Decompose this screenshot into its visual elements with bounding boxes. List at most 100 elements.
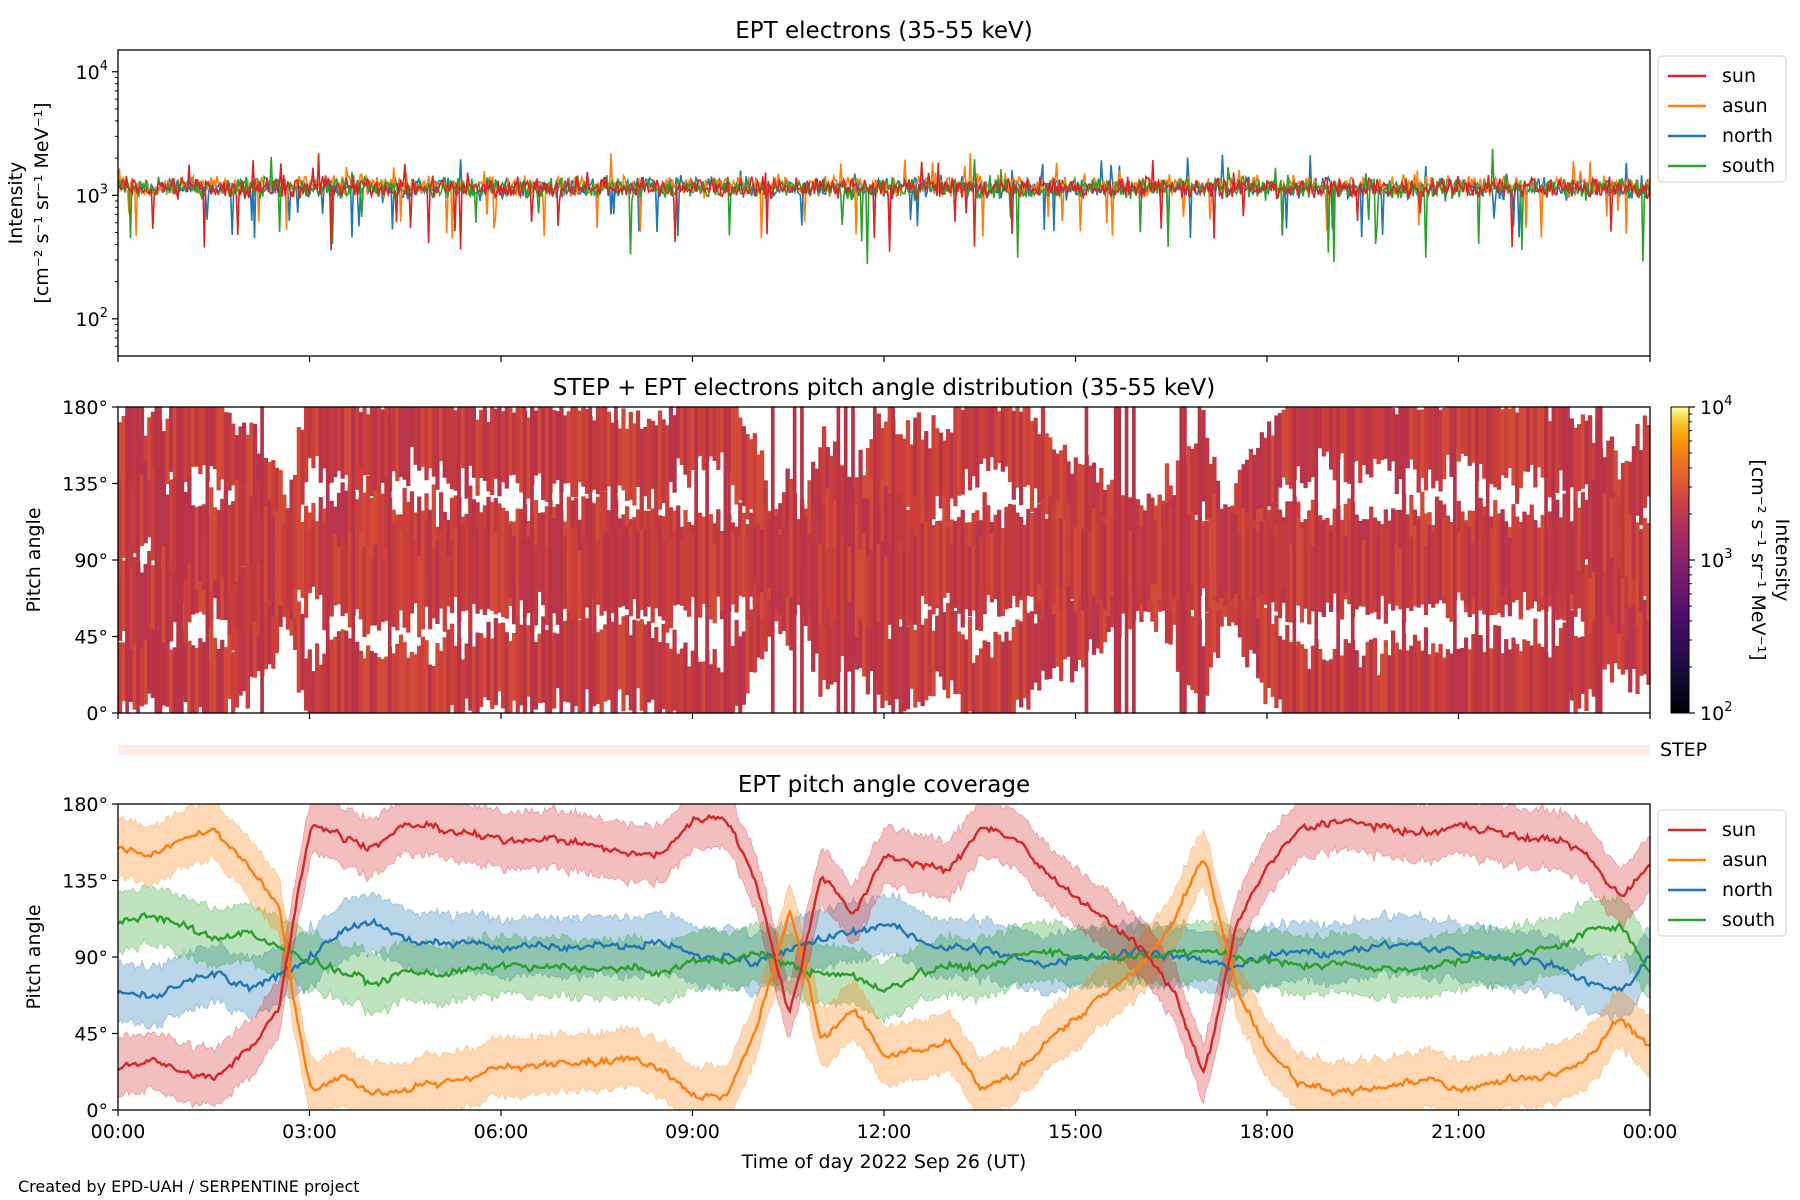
heat-cell xyxy=(617,528,622,608)
heat-cell xyxy=(256,453,261,514)
heat-cell xyxy=(1515,412,1520,504)
heat-cell xyxy=(1460,523,1465,588)
heat-cell xyxy=(1427,654,1432,713)
heat-cell xyxy=(789,563,794,651)
heat-cell xyxy=(1609,497,1615,559)
heat-cell xyxy=(588,407,593,713)
heat-cell xyxy=(1380,653,1385,713)
heat-cell xyxy=(690,533,695,598)
heat-cell xyxy=(628,411,633,500)
heat-cell xyxy=(1252,528,1257,601)
heat-cell xyxy=(201,642,207,713)
heat-cell xyxy=(1361,407,1367,466)
heat-cell xyxy=(1208,605,1213,668)
heat-cell xyxy=(1383,640,1388,713)
heat-cell xyxy=(1511,637,1516,713)
heat-cell xyxy=(376,407,382,494)
heat-cell xyxy=(438,650,444,713)
heat-cell xyxy=(832,499,838,575)
heat-cell xyxy=(887,494,892,566)
heat-cell xyxy=(905,420,911,507)
heat-cell xyxy=(1504,521,1509,588)
heat-cell xyxy=(1562,493,1567,601)
heat-cell xyxy=(1569,418,1574,488)
heat-cell xyxy=(139,407,145,484)
heat-cell xyxy=(1463,637,1469,713)
heat-cell xyxy=(1467,407,1472,466)
heat-cell xyxy=(1339,407,1345,454)
heat-cell xyxy=(267,500,272,600)
heat-cell xyxy=(719,407,725,453)
heat-cell xyxy=(128,553,134,651)
heat-cell xyxy=(1157,499,1162,600)
heat-cell xyxy=(1296,407,1301,467)
xtick-label: 00:00 xyxy=(1623,1121,1678,1143)
heat-cell xyxy=(913,629,918,708)
heat-cell xyxy=(570,407,575,497)
heat-cell xyxy=(1405,407,1410,469)
heat-cell xyxy=(854,563,860,638)
heat-cell xyxy=(1321,659,1326,713)
heat-cell xyxy=(384,547,389,621)
heat-cell xyxy=(1307,668,1312,713)
heat-cell xyxy=(1190,448,1195,540)
heat-cell xyxy=(1277,636,1283,700)
heat-cell xyxy=(537,407,542,474)
heat-cell xyxy=(552,518,557,614)
heat-cell xyxy=(1631,446,1637,532)
heat-cell xyxy=(1314,407,1319,713)
heat-cell xyxy=(1577,637,1582,709)
heat-cell xyxy=(657,410,663,510)
heat-cell xyxy=(242,566,247,634)
heat-cell xyxy=(1059,450,1064,523)
heat-cell xyxy=(1307,539,1312,625)
heat-cell xyxy=(1277,509,1283,619)
heat-cell xyxy=(920,624,925,707)
heat-cell xyxy=(1387,520,1392,603)
heat-cell xyxy=(1055,453,1060,511)
heat-cell xyxy=(420,543,425,630)
heat-cell xyxy=(158,407,162,713)
ytick-label: 90° xyxy=(74,550,108,572)
heat-cell xyxy=(511,632,517,701)
heat-cell xyxy=(468,545,473,634)
step-band xyxy=(118,745,1650,755)
heat-cell xyxy=(446,554,451,607)
heat-cell xyxy=(1358,667,1363,713)
heat-cell xyxy=(190,645,196,713)
heat-cell xyxy=(234,435,239,519)
heat-cell xyxy=(139,572,145,648)
legend-label-asun: asun xyxy=(1722,95,1768,117)
heat-cell xyxy=(333,407,338,478)
heat-cell xyxy=(1639,531,1644,613)
heat-cell xyxy=(1299,407,1305,484)
heat-cell xyxy=(132,557,137,644)
heat-cell xyxy=(209,407,214,467)
heat-cell xyxy=(1478,407,1483,465)
heat-cell xyxy=(749,609,754,672)
heat-cell xyxy=(1416,519,1421,608)
heat-cell xyxy=(1299,644,1305,713)
heat-cell xyxy=(1194,603,1199,694)
heat-cell xyxy=(198,407,203,474)
heat-cell xyxy=(169,479,174,569)
heat-cell xyxy=(322,407,327,469)
heat-cell xyxy=(727,407,731,713)
heat-cell xyxy=(329,639,334,713)
heat-cell xyxy=(431,484,436,569)
ytick-label: 104 xyxy=(76,59,108,84)
heat-cell xyxy=(1223,504,1228,589)
heat-cell xyxy=(282,525,287,597)
heat-cell xyxy=(128,407,134,498)
heat-cell xyxy=(946,429,951,526)
legend-label-south: south xyxy=(1722,909,1775,931)
heat-cell xyxy=(946,527,951,593)
heat-cell xyxy=(1387,655,1392,713)
heat-cell xyxy=(187,554,192,623)
heat-cell xyxy=(223,647,229,713)
heat-cell xyxy=(1132,407,1136,713)
heat-cell xyxy=(1577,424,1582,492)
heat-cell xyxy=(187,640,192,713)
heat-cell xyxy=(486,507,491,609)
heat-cell xyxy=(832,441,838,531)
